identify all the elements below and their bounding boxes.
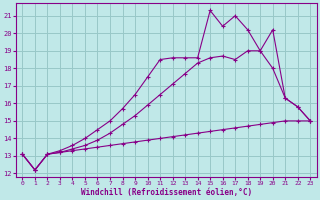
X-axis label: Windchill (Refroidissement éolien,°C): Windchill (Refroidissement éolien,°C) — [81, 188, 252, 197]
